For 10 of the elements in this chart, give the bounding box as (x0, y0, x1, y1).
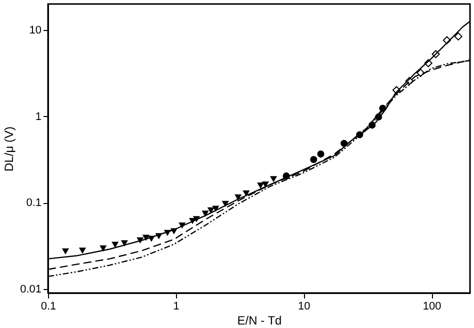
y-axis-title: DL/μ (V) (2, 126, 16, 172)
x-tick-label: 1 (173, 300, 180, 312)
y-tick-label: 0.01 (20, 284, 42, 296)
y-tick-label: 1 (35, 110, 42, 123)
x-tick-label: 0.1 (40, 300, 56, 312)
y-tick-label: 0.1 (26, 197, 42, 210)
x-axis-title: E/N - Td (237, 314, 282, 328)
y-tick-label: 10 (29, 24, 42, 36)
x-tick-label: 100 (422, 300, 442, 312)
x-tick-label: 10 (298, 300, 310, 312)
